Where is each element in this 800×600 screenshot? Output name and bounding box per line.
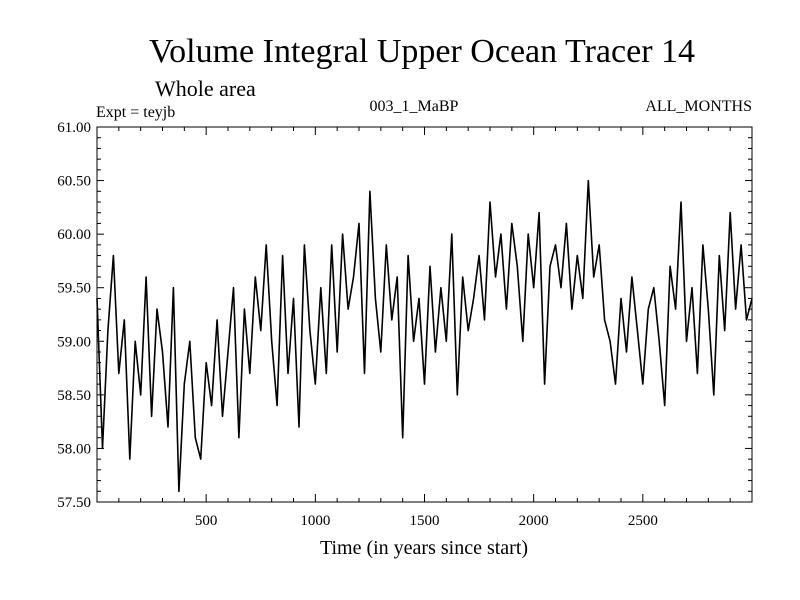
- y-tick-label: 60.50: [57, 174, 91, 190]
- x-tick-label: 1500: [410, 513, 440, 529]
- x-tick-label: 500: [195, 513, 218, 529]
- x-tick-label: 2500: [628, 513, 658, 529]
- y-tick-label: 59.00: [57, 334, 91, 350]
- x-axis: 500 1000 1500 2000 2500: [118, 127, 731, 529]
- chart-title: Volume Integral Upper Ocean Tracer 14: [149, 33, 695, 70]
- x-tick-label: 1000: [300, 513, 330, 529]
- y-tick-label: 60.00: [57, 227, 91, 243]
- y-tick-label: 59.50: [57, 281, 91, 297]
- chart-subtitle: Whole area: [155, 76, 256, 101]
- series-line: [96, 179, 753, 493]
- y-tick-label: 58.00: [57, 441, 91, 457]
- y-tick-label: 61.00: [57, 120, 91, 136]
- x-tick-label: 2000: [519, 513, 549, 529]
- y-tick-label: 57.50: [57, 495, 91, 511]
- plot-frame: [96, 126, 753, 503]
- run-label: 003_1_MaBP: [370, 98, 459, 115]
- experiment-label: Expt = teyjb: [96, 104, 175, 121]
- x-axis-label: Time (in years since start): [320, 537, 528, 559]
- months-label: ALL_MONTHS: [645, 98, 752, 115]
- y-axis: 57.50 58.00 58.50 59.00 59.50 60.00 60.50 61.00: [57, 120, 752, 511]
- series-group: [96, 179, 753, 493]
- y-tick-label: 58.50: [57, 388, 91, 404]
